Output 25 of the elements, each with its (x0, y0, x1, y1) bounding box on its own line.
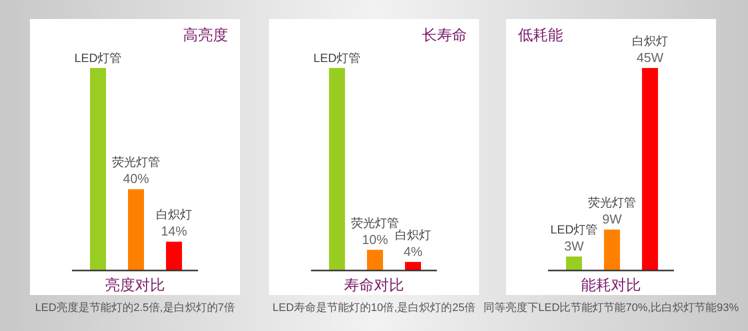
data-label: 40% (122, 171, 150, 186)
x-tick-label: LED灯管 (550, 222, 598, 237)
text: 同等亮度下LED比节能灯节能70%,比白炽灯节能93% (483, 301, 739, 314)
x-tick-label: 白炽灯 (156, 208, 192, 222)
x-tick-label: 荧光灯管 (588, 196, 636, 210)
x-tick-label: 荧光灯管 (351, 216, 399, 230)
data-label: 45W (636, 50, 664, 65)
x-tick-label: LED灯管 (313, 51, 361, 65)
x-axis-title: 亮度对比 (105, 277, 165, 294)
data-label: 9W (602, 212, 622, 227)
x-tick-label: 白炽灯 (632, 34, 668, 48)
x-tick-label: 荧光灯管 (112, 155, 160, 170)
data-label: 4% (404, 244, 423, 259)
chart-title: 长寿命 (422, 27, 467, 44)
text: LED亮度是节能灯的2.5倍,是白炽灯的7倍 (35, 301, 235, 314)
x-tick-label: LED灯管 (74, 51, 122, 65)
data-label: 3W (564, 238, 584, 254)
x-axis-title: 寿命对比 (344, 277, 404, 294)
x-tick-label: 白炽灯 (395, 228, 431, 242)
chart-title: 低耗能 (518, 27, 563, 44)
x-axis-title: 能耗对比 (581, 277, 641, 294)
chart-title: 高亮度 (183, 27, 228, 44)
data-label: 14% (160, 224, 188, 239)
data-label: 10% (362, 232, 388, 247)
text: LED寿命是节能灯的10倍,是白炽灯的25倍 (272, 301, 476, 314)
